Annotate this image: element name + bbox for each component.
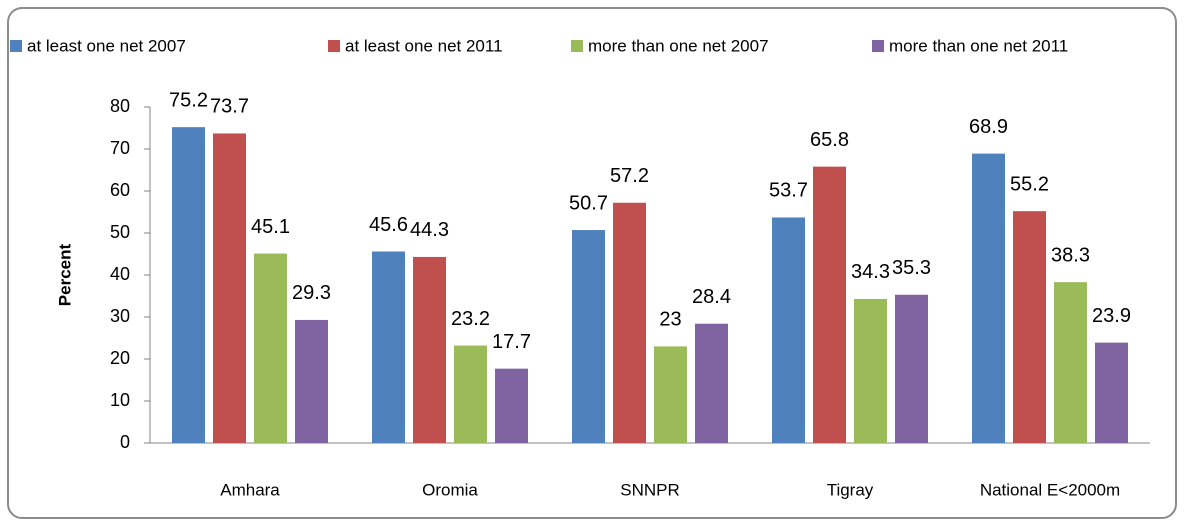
bar xyxy=(254,253,287,443)
y-tick-label: 40 xyxy=(110,264,130,284)
bar xyxy=(172,127,205,443)
value-label: 23.9 xyxy=(1092,305,1131,327)
legend-swatch xyxy=(872,40,884,52)
value-label: 68.9 xyxy=(969,116,1008,138)
legend-swatch xyxy=(10,40,22,52)
value-label: 53.7 xyxy=(769,180,808,202)
value-label: 75.2 xyxy=(169,89,208,111)
bar xyxy=(372,251,405,443)
value-label: 38.3 xyxy=(1051,244,1090,266)
value-label: 34.3 xyxy=(851,261,890,283)
x-tick-label: Amhara xyxy=(220,480,280,499)
y-tick-label: 60 xyxy=(110,180,130,200)
legend-label: more than one net 2007 xyxy=(588,36,769,55)
bar xyxy=(1095,342,1128,443)
bar xyxy=(654,346,687,443)
bar xyxy=(495,368,528,443)
value-label: 44.3 xyxy=(410,219,449,241)
value-label: 57.2 xyxy=(610,165,649,187)
x-tick-label: SNNPR xyxy=(620,480,680,499)
y-tick-label: 20 xyxy=(110,348,130,368)
legend-swatch xyxy=(571,40,583,52)
bar xyxy=(895,294,928,443)
bar xyxy=(695,323,728,443)
y-tick-label: 80 xyxy=(110,96,130,116)
y-tick-label: 70 xyxy=(110,138,130,158)
bar xyxy=(613,202,646,443)
value-label: 23.2 xyxy=(451,308,490,330)
value-label: 50.7 xyxy=(569,192,608,214)
value-label: 45.1 xyxy=(251,216,290,238)
value-label: 29.3 xyxy=(292,282,331,304)
value-label: 35.3 xyxy=(892,257,931,279)
y-tick-label: 30 xyxy=(110,306,130,326)
value-label: 73.7 xyxy=(210,96,249,118)
bar xyxy=(1054,282,1087,443)
bar xyxy=(813,166,846,443)
bar xyxy=(1013,211,1046,443)
value-label: 28.4 xyxy=(692,286,731,308)
value-label: 45.6 xyxy=(369,214,408,236)
legend-label: more than one net 2011 xyxy=(889,36,1068,55)
x-tick-label: Oromia xyxy=(422,480,478,499)
value-label: 23 xyxy=(659,309,681,331)
bar xyxy=(413,256,446,443)
bar xyxy=(295,319,328,443)
y-axis-label: Percent xyxy=(55,243,74,306)
legend-label: at least one net 2011 xyxy=(345,36,503,55)
legend-label: at least one net 2007 xyxy=(27,36,186,55)
bar xyxy=(454,345,487,443)
x-tick-label: Tigray xyxy=(827,480,874,499)
bar xyxy=(772,217,805,443)
y-tick-label: 10 xyxy=(110,390,130,410)
value-label: 55.2 xyxy=(1010,173,1049,195)
bar xyxy=(213,133,246,443)
x-tick-label: National E<2000m xyxy=(980,480,1120,499)
bar xyxy=(854,298,887,443)
value-label: 65.8 xyxy=(810,129,849,151)
legend-swatch xyxy=(328,40,340,52)
bar xyxy=(572,230,605,443)
value-label: 17.7 xyxy=(492,331,531,353)
bar xyxy=(972,153,1005,443)
y-tick-label: 0 xyxy=(120,432,130,452)
y-tick-label: 50 xyxy=(110,222,130,242)
